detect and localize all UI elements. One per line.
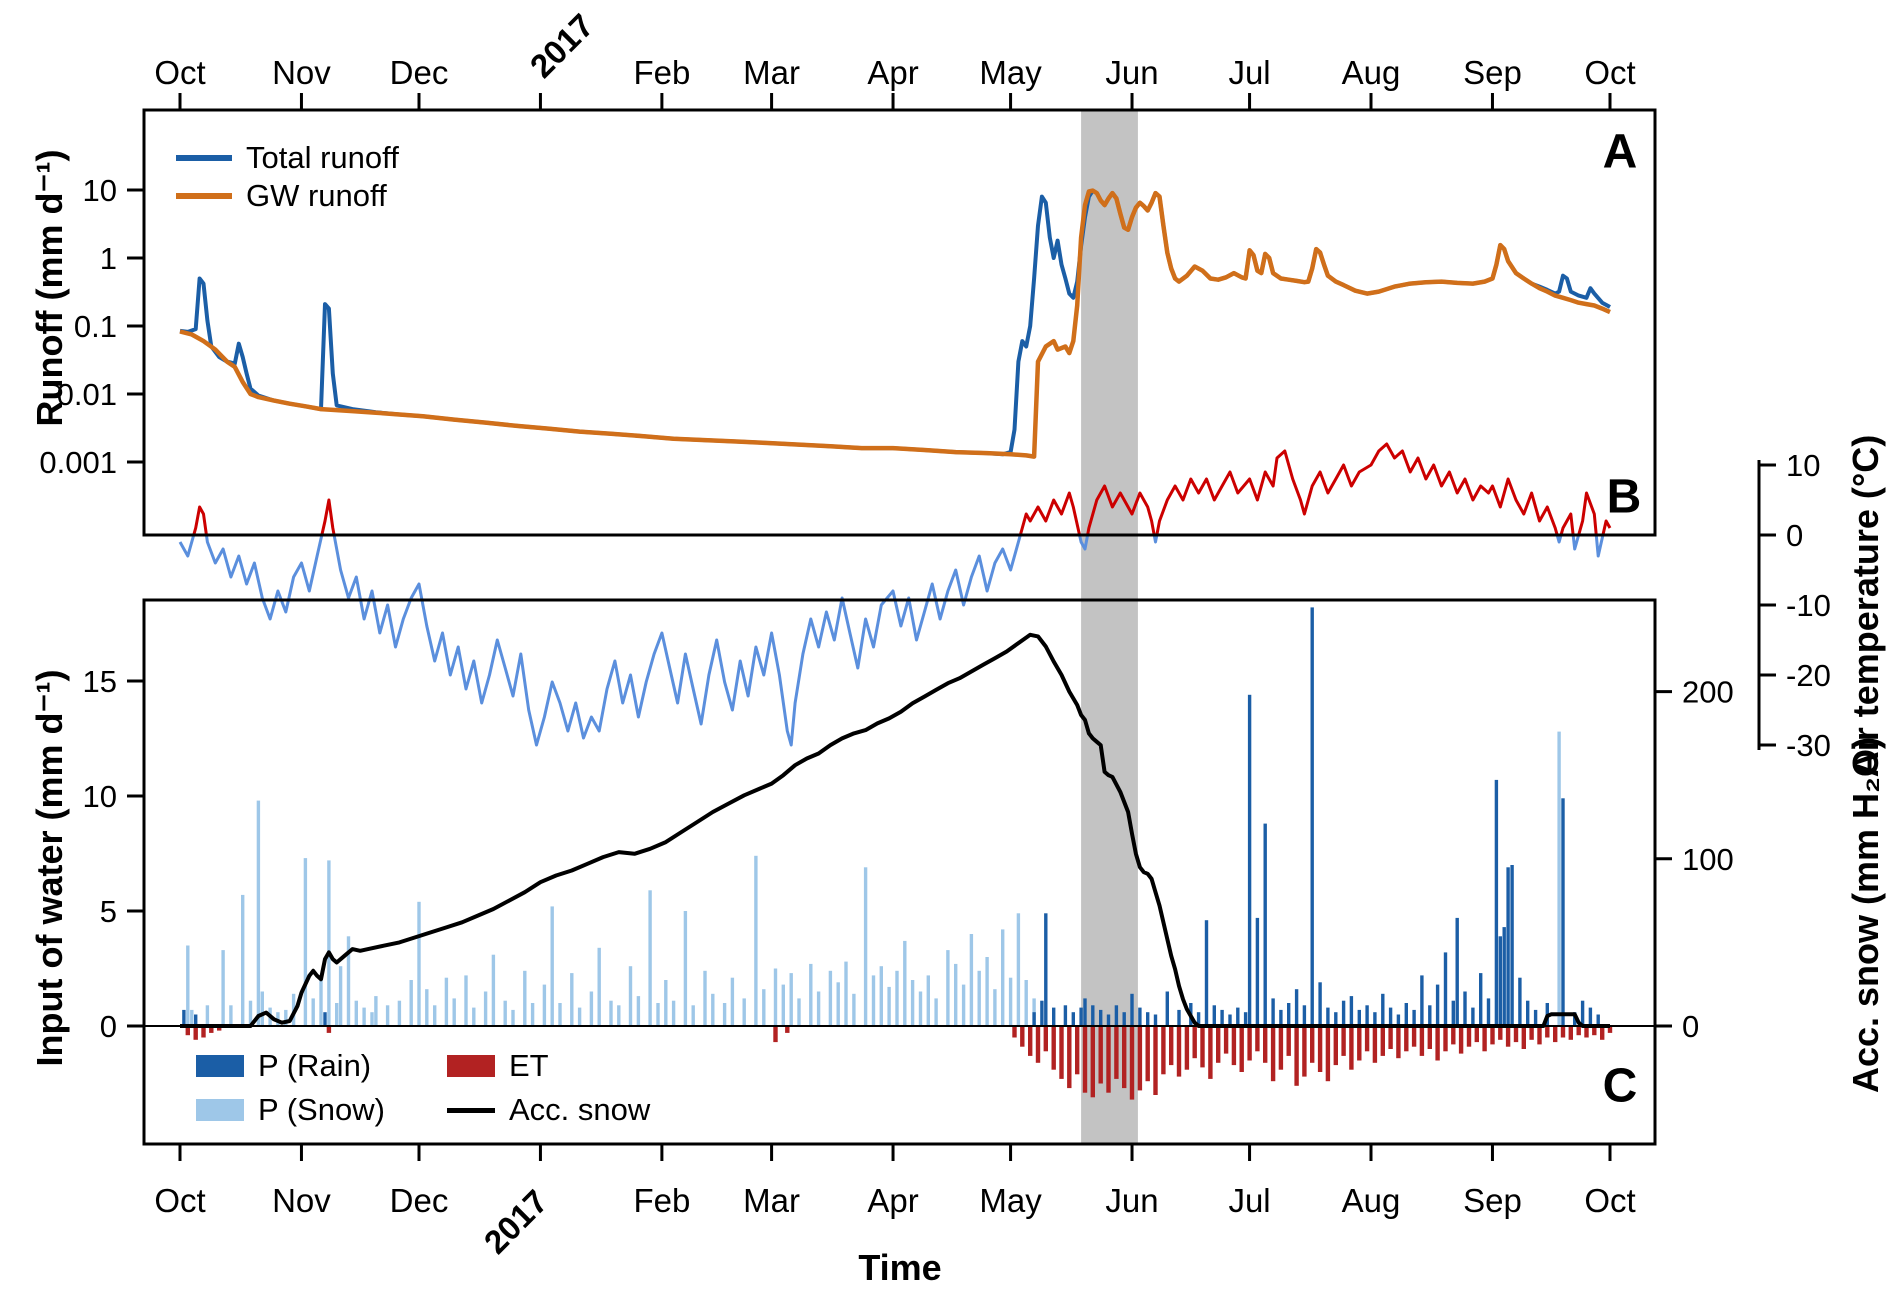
runoff-tick-label: 0.01 (57, 377, 117, 412)
panel-letter-c: C (1602, 1059, 1638, 1113)
input-of-water-axis-title: Input of water (mm d⁻¹) (29, 669, 70, 1067)
month-label-bottom: Sep (1463, 1182, 1522, 1219)
temperature-tick-label: 0 (1786, 518, 1803, 553)
panel-a-frame (142, 108, 1657, 537)
legend-swatch-rain (196, 1055, 244, 1077)
runoff-tick-label: 0.001 (39, 445, 117, 480)
month-label-bottom: Feb (633, 1182, 690, 1219)
month-label-bottom: Apr (867, 1182, 918, 1219)
legend-swatch-total-runoff (176, 155, 232, 161)
legend-label-snow: P (Snow) (258, 1092, 385, 1127)
panel-letter-b: B (1606, 470, 1642, 524)
month-label-top: Aug (1342, 54, 1401, 91)
month-label-top: Nov (272, 54, 331, 91)
runoff-tick-label: 0.1 (74, 309, 117, 344)
legend-item-gw-runoff: GW runoff (176, 178, 387, 214)
acc-snow-tick-label: 200 (1682, 675, 1734, 710)
runoff-axis-title: Runoff (mm d⁻¹) (29, 149, 70, 427)
legend-label-gw-runoff: GW runoff (246, 178, 387, 213)
input-tick-label: 10 (83, 779, 117, 814)
legend-item-snow: P (Snow) (196, 1092, 385, 1128)
temperature-tick-label: 10 (1786, 448, 1820, 483)
legend-item-rain: P (Rain) (196, 1048, 371, 1084)
acc-snow-tick-label: 0 (1682, 1009, 1699, 1044)
month-label-top: Oct (154, 54, 205, 91)
runoff-tick-label: 10 (83, 173, 117, 208)
legend-label-et: ET (509, 1048, 549, 1083)
temperature-tick-label: -30 (1786, 728, 1831, 763)
month-label-bottom: Dec (390, 1182, 449, 1219)
input-tick-label: 0 (100, 1009, 117, 1044)
month-label-bottom: Jul (1228, 1182, 1270, 1219)
month-label-bottom: Aug (1342, 1182, 1401, 1219)
time-axis-title: Time (858, 1247, 942, 1288)
temperature-tick-label: -10 (1786, 588, 1831, 623)
month-label-bottom: Oct (154, 1182, 205, 1219)
month-label-top: Dec (390, 54, 449, 91)
month-label-bottom: Mar (743, 1182, 800, 1219)
acc-snow-tick-label: 100 (1682, 842, 1734, 877)
rain-bars (182, 607, 1600, 1026)
air-temp-above-zero-line (192, 442, 1612, 535)
month-label-bottom: Nov (272, 1182, 331, 1219)
snow-bars (186, 731, 1561, 1026)
runoff-tick-label: 1 (100, 241, 117, 276)
month-label-top: Mar (743, 54, 800, 91)
panel-letter-a: A (1602, 125, 1638, 179)
input-tick-label: 15 (83, 664, 117, 699)
legend-swatch-snow (196, 1099, 244, 1121)
panel-c-frame (142, 598, 1657, 1146)
month-label-bottom: May (979, 1182, 1042, 1219)
acc-snow-line (180, 632, 1610, 1028)
air-temp-below-zero-line (178, 535, 1605, 747)
month-label-bottom: Oct (1584, 1182, 1635, 1219)
month-label-top: Feb (633, 54, 690, 91)
legend-swatch-gw-runoff (176, 193, 232, 199)
month-label-bottom: Jun (1105, 1182, 1158, 1219)
et-bars (185, 1026, 1613, 1100)
legend-label-rain: P (Rain) (258, 1048, 372, 1083)
gw-runoff-line (179, 188, 1611, 459)
month-label-top: Sep (1463, 54, 1522, 91)
input-tick-label: 5 (100, 894, 117, 929)
month-label-top: May (979, 54, 1042, 91)
temperature-tick-label: -20 (1786, 658, 1831, 693)
month-label-top: Jun (1105, 54, 1158, 91)
legend-swatch-et (447, 1055, 495, 1077)
legend-item-et: ET (447, 1048, 549, 1084)
legend-label-acc-snow: Acc. snow (509, 1092, 651, 1127)
legend-label-total-runoff: Total runoff (246, 140, 399, 175)
month-label-top: Oct (1584, 54, 1635, 91)
acc-snow-axis-title: Acc. snow (mm H₂O) (1845, 736, 1886, 1094)
legend-item-acc-snow: Acc. snow (447, 1092, 650, 1128)
melt-period-band (1081, 110, 1138, 1144)
month-label-top: Apr (867, 54, 918, 91)
legend-swatch-acc-snow (447, 1107, 495, 1113)
month-label-top: Jul (1228, 54, 1270, 91)
air-temperature-axis-title: Air temperature (°C) (1845, 434, 1886, 778)
legend-item-total-runoff: Total runoff (176, 140, 399, 176)
